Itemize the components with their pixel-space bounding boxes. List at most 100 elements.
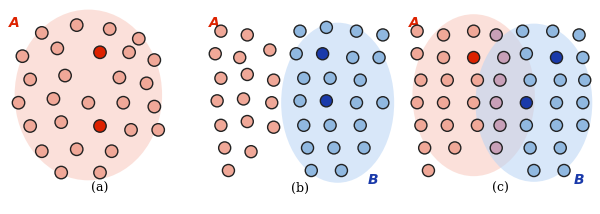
Circle shape (472, 74, 484, 86)
Circle shape (241, 29, 253, 41)
Circle shape (245, 146, 257, 158)
Circle shape (133, 33, 145, 45)
Circle shape (152, 124, 164, 136)
Circle shape (467, 97, 479, 109)
Text: (c): (c) (491, 182, 508, 195)
Circle shape (411, 48, 423, 60)
Circle shape (558, 165, 570, 177)
Text: A: A (9, 16, 20, 30)
Circle shape (577, 52, 589, 64)
Circle shape (59, 69, 71, 82)
Circle shape (320, 21, 332, 33)
Circle shape (35, 145, 48, 158)
Circle shape (117, 97, 130, 109)
Circle shape (215, 72, 227, 84)
Circle shape (373, 52, 385, 64)
Circle shape (71, 143, 83, 156)
Circle shape (472, 119, 484, 131)
Circle shape (324, 72, 336, 84)
Circle shape (223, 165, 235, 177)
Circle shape (211, 95, 223, 107)
Circle shape (490, 29, 502, 41)
Circle shape (350, 97, 362, 109)
Circle shape (140, 77, 153, 89)
Circle shape (550, 119, 563, 131)
Circle shape (241, 68, 253, 80)
Circle shape (377, 97, 389, 109)
Circle shape (490, 97, 502, 109)
Circle shape (441, 74, 453, 86)
Circle shape (94, 120, 106, 132)
Circle shape (215, 119, 227, 131)
Circle shape (209, 48, 221, 60)
Circle shape (148, 54, 161, 66)
Text: B: B (368, 174, 379, 187)
Circle shape (24, 73, 37, 86)
Circle shape (241, 116, 253, 128)
Circle shape (517, 25, 529, 37)
Circle shape (550, 52, 563, 64)
Circle shape (24, 120, 37, 132)
Circle shape (290, 48, 302, 60)
Circle shape (324, 119, 336, 131)
Circle shape (125, 124, 137, 136)
Circle shape (437, 29, 449, 41)
Circle shape (51, 42, 64, 55)
Circle shape (550, 97, 563, 109)
Circle shape (520, 97, 532, 109)
Circle shape (437, 52, 449, 64)
Circle shape (422, 165, 434, 177)
Circle shape (449, 142, 461, 154)
Circle shape (328, 142, 340, 154)
Circle shape (55, 166, 67, 179)
Circle shape (524, 74, 536, 86)
Text: (a): (a) (91, 182, 109, 195)
Circle shape (441, 119, 453, 131)
Circle shape (494, 74, 506, 86)
Circle shape (71, 19, 83, 31)
Circle shape (266, 97, 278, 109)
Circle shape (298, 119, 310, 131)
Circle shape (467, 25, 479, 37)
Circle shape (47, 93, 59, 105)
Ellipse shape (412, 14, 535, 176)
Circle shape (264, 44, 276, 56)
Circle shape (94, 46, 106, 58)
Circle shape (354, 74, 366, 86)
Ellipse shape (281, 23, 394, 183)
Circle shape (268, 121, 280, 133)
Ellipse shape (476, 24, 592, 182)
Circle shape (411, 25, 423, 37)
Circle shape (113, 71, 125, 84)
Circle shape (520, 119, 532, 131)
Circle shape (215, 25, 227, 37)
Circle shape (415, 119, 427, 131)
Circle shape (579, 74, 591, 86)
Ellipse shape (14, 10, 162, 180)
Circle shape (106, 145, 118, 158)
Circle shape (302, 142, 314, 154)
Circle shape (524, 142, 536, 154)
Circle shape (577, 97, 589, 109)
Circle shape (298, 72, 310, 84)
Circle shape (490, 142, 502, 154)
Circle shape (554, 142, 566, 154)
Circle shape (467, 52, 479, 64)
Circle shape (123, 46, 136, 58)
Circle shape (16, 50, 29, 62)
Circle shape (35, 27, 48, 39)
Circle shape (82, 97, 95, 109)
Circle shape (268, 74, 280, 86)
Circle shape (218, 142, 230, 154)
Circle shape (377, 29, 389, 41)
Circle shape (437, 97, 449, 109)
Text: A: A (409, 16, 419, 30)
Circle shape (573, 29, 585, 41)
Circle shape (577, 119, 589, 131)
Circle shape (494, 119, 506, 131)
Circle shape (498, 52, 510, 64)
Text: A: A (209, 16, 220, 30)
Circle shape (419, 142, 431, 154)
Text: (b): (b) (291, 182, 309, 195)
Circle shape (148, 100, 161, 113)
